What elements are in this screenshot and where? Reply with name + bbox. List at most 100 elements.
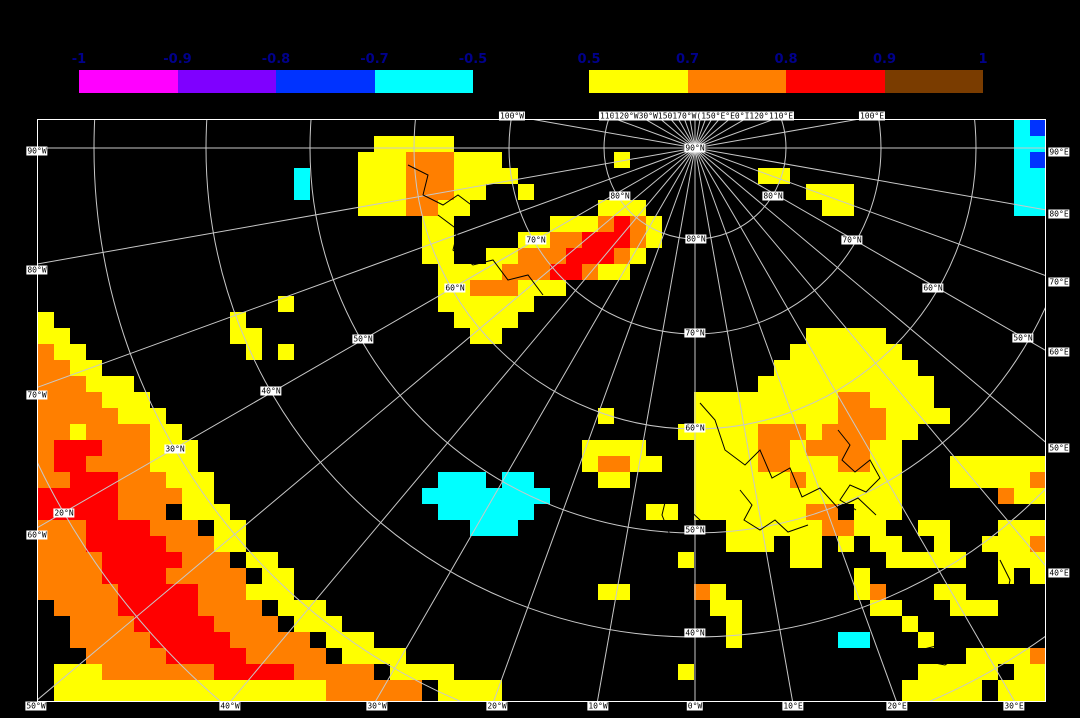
data-cell-run: [550, 216, 598, 232]
meridian-label-right: 70°E: [1048, 277, 1070, 287]
data-cell-run: [694, 456, 758, 472]
data-cell-run: [598, 584, 630, 600]
data-cell-run: [854, 504, 902, 520]
negative-colorbar-tick: -0.5: [458, 52, 488, 67]
positive-colorbar-tick: 0.7: [675, 52, 700, 67]
data-cell-run: [454, 152, 502, 168]
meridian-label-bottom: 20°W: [486, 701, 508, 711]
data-cell-run: [118, 488, 182, 504]
data-cell-run: [262, 568, 294, 584]
data-cell-run: [902, 680, 982, 701]
data-cell-run: [118, 600, 198, 616]
data-cell-run: [38, 440, 54, 456]
data-cell-run: [54, 680, 326, 701]
parallel-label: 80°N: [685, 234, 707, 244]
parallel-label: 60°N: [444, 283, 466, 293]
data-cell-run: [150, 520, 198, 536]
data-cell-run: [438, 504, 534, 520]
data-cell-run: [710, 584, 726, 600]
data-cell-run: [694, 504, 806, 520]
data-cell-run: [54, 456, 86, 472]
data-cell-run: [854, 520, 886, 536]
data-cell-run: [86, 520, 150, 536]
data-cell-run: [38, 312, 54, 328]
parallel-label: 70°N: [684, 328, 706, 338]
data-cell-run: [758, 376, 934, 392]
coastlines: [407, 164, 1016, 666]
data-cell-run: [1030, 120, 1045, 136]
data-cell-run: [774, 360, 918, 376]
data-cell-run: [358, 200, 406, 216]
data-cell-run: [582, 456, 598, 472]
parallel-label: 60°N: [922, 283, 944, 293]
map-plot: [38, 120, 1045, 701]
meridian-label-bottom: 50°W: [25, 701, 47, 711]
data-cell-run: [758, 440, 790, 456]
data-cell-run: [86, 648, 166, 664]
data-cell-run: [230, 632, 310, 648]
data-cell-run: [550, 264, 582, 280]
meridian-label-bottom: 0°W: [686, 701, 704, 711]
data-cell-run: [838, 632, 870, 648]
positive-colorbar-tick: 0.8: [774, 52, 798, 67]
negative-colorbar-segment: [79, 70, 178, 93]
negative-colorbar-segment: [177, 70, 276, 93]
parallel-label: 70°N: [525, 235, 547, 245]
data-cell-run: [70, 424, 86, 440]
data-cell-run: [86, 424, 150, 440]
data-cell-run: [630, 232, 646, 248]
data-cell-run: [214, 664, 294, 680]
data-cell-run: [598, 216, 614, 232]
data-cell-run: [1014, 184, 1045, 200]
data-cell-run: [470, 520, 518, 536]
meridian-label-bottom: 10°E: [782, 701, 804, 711]
data-cell-run: [1030, 568, 1045, 584]
data-cell-run: [246, 552, 278, 568]
data-cell-run: [870, 536, 902, 552]
data-cell-run: [294, 664, 374, 680]
data-cell-run: [870, 392, 934, 408]
negative-colorbar-tick: -0.7: [360, 52, 389, 67]
data-cell-run: [438, 296, 534, 312]
data-cell-run: [518, 248, 566, 264]
negative-colorbar-segment: [374, 70, 473, 93]
data-cell-run: [118, 472, 166, 488]
data-cell-run: [1030, 472, 1045, 488]
parallel-label: 30°N: [164, 444, 186, 454]
data-cell-run: [694, 408, 838, 424]
data-cell-run: [870, 584, 886, 600]
data-cell-run: [694, 440, 758, 456]
data-cell-run: [870, 456, 902, 472]
data-cell-run: [886, 408, 950, 424]
parallel-label: 70°N: [841, 235, 863, 245]
data-cell-run: [438, 680, 502, 701]
data-cell-run: [550, 232, 582, 248]
data-cell-run: [598, 472, 630, 488]
data-cell-run: [598, 456, 630, 472]
data-cell-run: [86, 376, 134, 392]
data-cell-run: [950, 472, 1030, 488]
meridian-label-right: 50°E: [1048, 443, 1070, 453]
data-cell-run: [70, 360, 102, 376]
data-cell-run: [422, 216, 454, 232]
data-cell-run: [950, 456, 1045, 472]
meridian-label-bottom: 30°E: [1003, 701, 1025, 711]
data-cell-run: [358, 152, 406, 168]
data-cell-run: [438, 472, 486, 488]
data-cell-run: [694, 392, 838, 408]
data-cell-run: [454, 184, 486, 200]
data-cell-run: [278, 344, 294, 360]
data-cell-run: [38, 424, 70, 440]
positive-colorbar-segment: [786, 70, 885, 93]
data-cell-run: [726, 520, 822, 536]
data-cell-run: [38, 360, 70, 376]
data-cell-run: [838, 392, 870, 408]
map-panel: [37, 119, 1046, 702]
data-cell-run: [86, 456, 150, 472]
parallel-label: 50°N: [352, 334, 374, 344]
parallel-label: 20°N: [53, 508, 75, 518]
data-cell-run: [182, 488, 214, 504]
data-cell-run: [710, 600, 742, 616]
data-cell-run: [806, 184, 854, 200]
data-cell-run: [70, 616, 134, 632]
